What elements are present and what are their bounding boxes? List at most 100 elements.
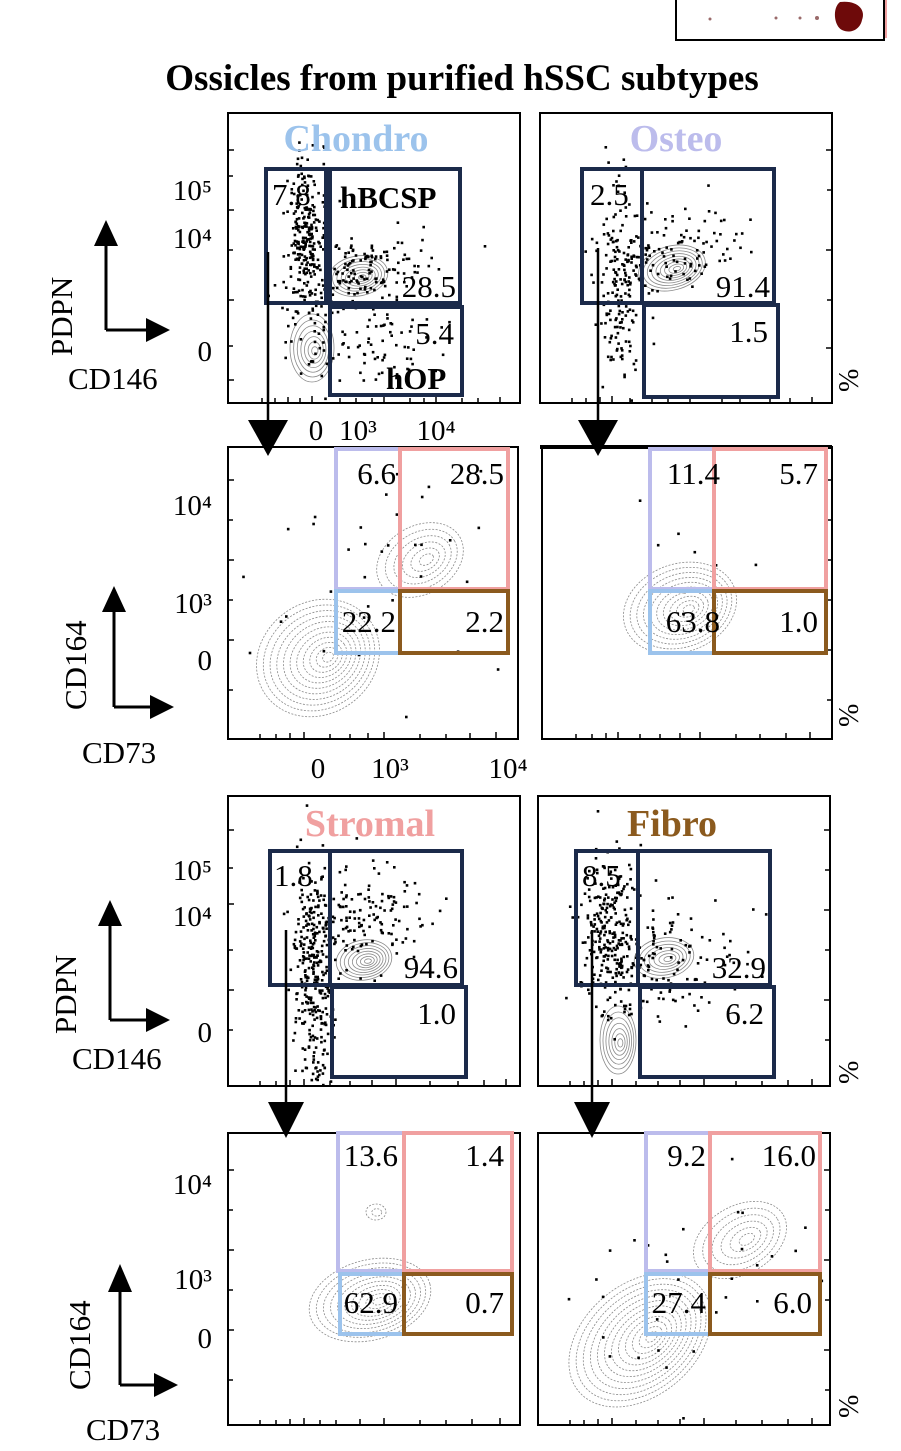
density-contour bbox=[664, 261, 688, 276]
event-dot bbox=[746, 950, 750, 954]
event-dot bbox=[678, 240, 681, 244]
event-dot bbox=[608, 1249, 612, 1252]
event-dot bbox=[349, 246, 353, 249]
event-dot bbox=[300, 225, 304, 229]
event-dot bbox=[616, 238, 619, 242]
event-dot bbox=[586, 877, 589, 880]
event-dot bbox=[719, 233, 722, 236]
event-dot bbox=[608, 942, 612, 945]
event-dot bbox=[359, 371, 362, 375]
event-dot bbox=[672, 259, 676, 262]
event-dot bbox=[326, 987, 329, 990]
event-dot bbox=[365, 277, 369, 281]
event-dot bbox=[290, 340, 293, 343]
event-dot bbox=[318, 220, 321, 223]
event-dot bbox=[621, 223, 624, 227]
event-dot bbox=[696, 962, 700, 965]
event-dot bbox=[723, 218, 726, 222]
event-dot bbox=[609, 238, 613, 241]
event-dot bbox=[309, 960, 312, 963]
event-dot bbox=[394, 918, 397, 921]
event-dot bbox=[345, 916, 348, 920]
event-dot bbox=[289, 968, 293, 972]
event-dot bbox=[355, 279, 359, 282]
event-dot bbox=[311, 953, 314, 957]
event-dot bbox=[350, 947, 354, 951]
event-dot bbox=[407, 368, 411, 372]
event-dot bbox=[286, 308, 289, 311]
event-dot bbox=[321, 201, 325, 204]
gate-value: 91.4 bbox=[716, 269, 771, 304]
event-dot bbox=[631, 321, 635, 324]
event-dot bbox=[615, 921, 619, 924]
event-dot bbox=[312, 522, 315, 526]
event-dot bbox=[598, 903, 602, 907]
event-dot bbox=[324, 1007, 328, 1010]
event-dot bbox=[624, 274, 628, 277]
event-dot bbox=[670, 248, 673, 251]
event-dot bbox=[307, 269, 310, 272]
event-dot bbox=[312, 270, 315, 273]
event-dot bbox=[403, 253, 407, 257]
event-dot bbox=[614, 899, 618, 903]
event-dot bbox=[646, 926, 650, 929]
event-dot bbox=[316, 1075, 320, 1078]
event-dot bbox=[635, 265, 638, 269]
event-dot bbox=[298, 278, 302, 282]
event-dot bbox=[597, 895, 600, 898]
event-dot bbox=[383, 909, 386, 912]
gate-name-hop: hOP bbox=[386, 361, 446, 396]
event-dot bbox=[606, 958, 610, 961]
event-dot bbox=[649, 269, 652, 272]
event-dot bbox=[386, 258, 389, 262]
event-dot bbox=[413, 264, 416, 268]
event-dot bbox=[319, 268, 322, 272]
event-dot bbox=[303, 298, 306, 302]
x-tick-label: 10³ bbox=[339, 415, 377, 447]
event-dot bbox=[614, 336, 618, 339]
event-dot bbox=[662, 977, 665, 980]
density-contour bbox=[276, 615, 366, 700]
event-dot bbox=[602, 902, 606, 906]
gates-stromal-cd164 bbox=[336, 1131, 514, 1336]
event-dot bbox=[628, 1007, 632, 1011]
event-dot bbox=[315, 979, 319, 982]
event-dot bbox=[586, 914, 590, 917]
event-dot bbox=[710, 245, 713, 248]
event-dot bbox=[294, 290, 297, 294]
event-dot bbox=[317, 332, 321, 335]
event-dot bbox=[749, 218, 752, 221]
density-contour bbox=[340, 263, 379, 289]
event-dot bbox=[333, 942, 336, 946]
event-dot bbox=[595, 912, 599, 915]
event-dot bbox=[321, 278, 324, 282]
event-dot bbox=[668, 277, 672, 280]
event-dot bbox=[316, 218, 320, 222]
event-dot bbox=[286, 210, 289, 213]
event-dot bbox=[621, 931, 625, 935]
event-dot bbox=[657, 997, 661, 1000]
event-dot bbox=[614, 213, 617, 216]
gate-value: 32.9 bbox=[712, 950, 766, 985]
event-dot bbox=[632, 362, 636, 366]
event-dot bbox=[347, 355, 351, 359]
event-dot bbox=[606, 355, 610, 359]
density-contour bbox=[625, 1315, 673, 1360]
event-dot bbox=[615, 896, 618, 900]
event-dot bbox=[286, 527, 290, 531]
event-dot bbox=[602, 887, 605, 890]
event-dot bbox=[690, 928, 693, 932]
event-dot bbox=[750, 250, 753, 254]
event-dot bbox=[301, 240, 304, 243]
event-dot bbox=[405, 285, 408, 288]
event-dot bbox=[599, 951, 603, 954]
event-dot bbox=[632, 240, 636, 243]
event-dot bbox=[630, 974, 634, 978]
gate-value: 6.2 bbox=[725, 996, 764, 1031]
event-dot bbox=[741, 1211, 744, 1215]
event-dot bbox=[314, 1010, 318, 1014]
density-contour bbox=[631, 1321, 668, 1354]
event-dot bbox=[297, 1009, 301, 1012]
event-dot bbox=[685, 229, 688, 232]
event-dot bbox=[640, 957, 643, 960]
